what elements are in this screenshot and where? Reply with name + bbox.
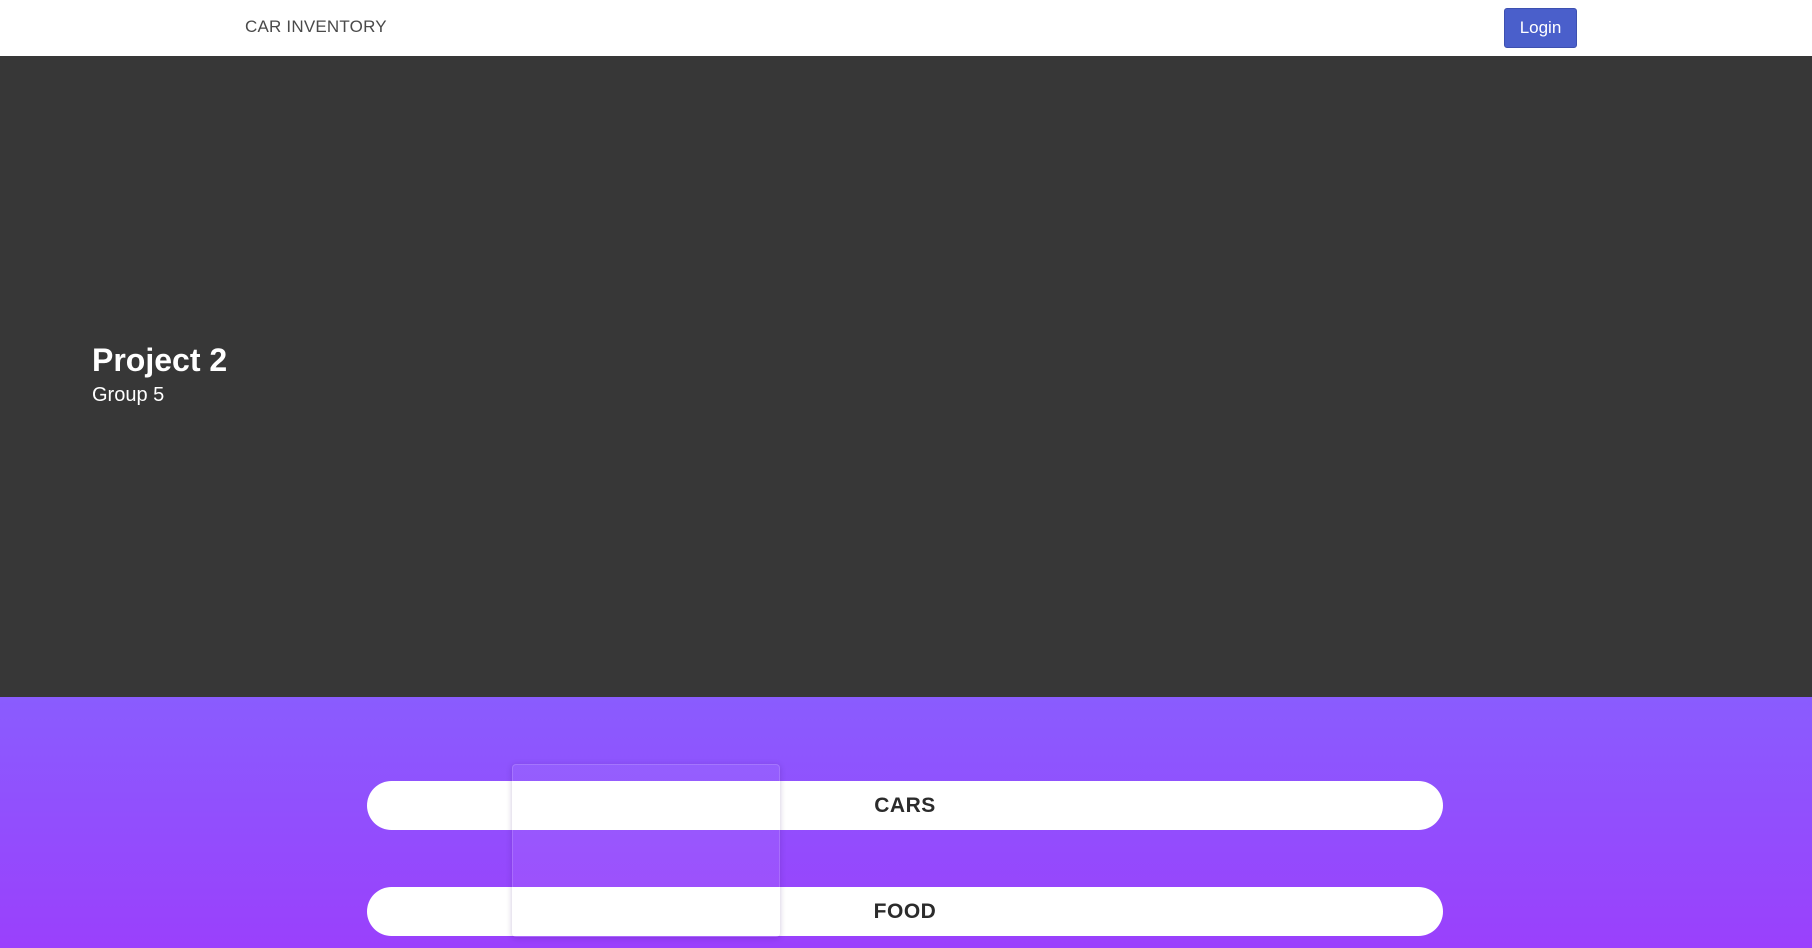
hero-subtitle: Group 5 bbox=[92, 384, 165, 406]
hero-section: Project 2 Group 5 bbox=[0, 56, 1812, 697]
brand-link[interactable]: CAR INVENTORY bbox=[245, 17, 387, 36]
login-button[interactable]: Login bbox=[1504, 8, 1577, 48]
hero-title: Project 2 bbox=[92, 342, 228, 378]
category-button-food[interactable]: FOOD bbox=[367, 887, 1443, 936]
navbar: CAR INVENTORY Login bbox=[0, 0, 1812, 56]
category-button-cars[interactable]: CARS bbox=[367, 781, 1443, 830]
overlay-card bbox=[512, 764, 780, 937]
